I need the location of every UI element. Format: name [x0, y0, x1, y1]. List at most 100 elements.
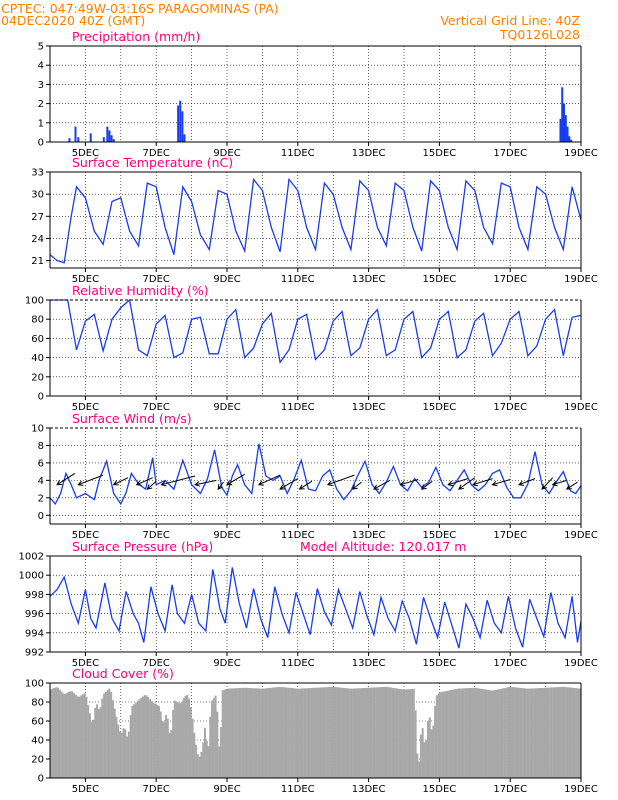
precip-bar — [179, 100, 182, 142]
cloud-bar — [400, 689, 403, 778]
x-tick-label: 11DEC — [281, 530, 315, 541]
cloud-bar — [165, 715, 168, 778]
cloud-bar — [550, 687, 553, 778]
y-tick-label: 1002 — [19, 552, 44, 563]
x-tick-label: 7DEC — [143, 530, 170, 541]
x-tick-label: 19DEC — [564, 274, 598, 285]
cloud-bar — [207, 746, 210, 778]
wind-arrow — [351, 481, 362, 490]
header-location: CPTEC: 047:49W-03:16S PARAGOMINAS (PA) — [1, 1, 279, 16]
wind-arrow — [518, 478, 536, 486]
cloud-bar — [411, 688, 414, 778]
cloud-bar — [577, 688, 580, 778]
x-tick-label: 15DEC — [423, 148, 457, 159]
cloud-bar — [64, 693, 67, 778]
y-tick-label: 24 — [31, 234, 44, 245]
cloud-bar — [255, 688, 258, 778]
cloud-bar — [361, 688, 364, 778]
cloud-bar — [92, 719, 95, 778]
panel-pressure: Surface Pressure (hPa) Model Altitude: 12… — [19, 539, 598, 669]
y-tick-label: 40 — [31, 353, 44, 364]
y-tick-label: 60 — [31, 334, 44, 345]
y-tick-label: 0 — [38, 774, 44, 785]
cloud-bar — [119, 731, 121, 778]
cloud-bar — [177, 702, 180, 778]
cloud-bar — [308, 688, 311, 778]
cloud-bar — [352, 688, 355, 778]
panel-title: Surface Wind (m/s) — [72, 411, 192, 426]
x-tick-label: 5DEC — [72, 148, 99, 159]
cloud-bar — [543, 687, 546, 778]
cloud-bar — [382, 686, 385, 778]
cloud-bar — [55, 687, 58, 778]
cloud-bar — [108, 688, 111, 778]
x-tick-label: 19DEC — [564, 148, 598, 159]
cloud-bar — [554, 687, 557, 778]
x-tick-label: 11DEC — [281, 148, 315, 159]
cloud-bar — [265, 688, 268, 778]
cloud-bar — [414, 710, 417, 778]
y-tick-label: 2 — [38, 99, 44, 110]
cloud-bar — [124, 729, 127, 778]
cloud-bar — [465, 688, 468, 778]
cloud-bar — [455, 688, 458, 778]
cloud-bar — [296, 688, 298, 778]
cloud-bar — [191, 718, 194, 778]
cloud-bar — [359, 688, 362, 778]
cloud-bar — [450, 690, 452, 778]
cloud-bar — [242, 687, 245, 778]
cloud-bar — [306, 688, 309, 778]
x-tick-label: 9DEC — [213, 530, 240, 541]
cloud-bar — [159, 711, 162, 778]
cloud-bar — [342, 687, 345, 778]
precip-bar — [77, 137, 80, 142]
precip-bar — [183, 134, 186, 142]
cloud-bar — [145, 695, 148, 778]
cloud-bar — [497, 689, 500, 778]
cloud-bar — [179, 703, 182, 778]
cloud-bar — [522, 688, 525, 778]
y-tick-label: 2 — [38, 493, 44, 504]
precip-bar — [568, 136, 571, 142]
cloud-bar — [317, 687, 320, 778]
cloud-bar — [370, 687, 373, 778]
cloud-bar — [575, 688, 578, 778]
cloud-bar — [520, 688, 523, 778]
cloud-bar — [563, 686, 566, 778]
wind-arrow — [135, 477, 153, 486]
cloud-bar — [453, 689, 456, 778]
cloud-bar — [388, 687, 391, 778]
cloud-bar — [556, 687, 559, 778]
wind-arrow — [372, 479, 391, 490]
panel-precipitation: Precipitation (mm/h) 0 1 2 3 4 5 5DEC 7DEC 9DEC 11… — [38, 29, 598, 159]
y-tick-label: 996 — [25, 609, 44, 620]
cloud-bar — [442, 691, 445, 778]
series-line-wind — [49, 443, 582, 506]
x-tick-label: 17DEC — [493, 402, 527, 413]
x-tick-label: 19DEC — [564, 402, 598, 413]
cloud-bar — [180, 702, 183, 778]
cloud-bar — [508, 686, 511, 778]
cloud-bar — [258, 688, 261, 778]
y-tick-label: 60 — [31, 717, 44, 728]
cloud-bar — [212, 698, 215, 778]
cloud-bar — [366, 687, 369, 778]
x-tick-label: 11DEC — [281, 402, 315, 413]
cloud-bar — [395, 688, 398, 778]
panel-wind: Surface Wind (m/s) 0 2 4 6 8 10 5DEC 7DEC 9DEC 11D… — [31, 411, 598, 541]
wind-arrow — [77, 474, 104, 486]
cloud-bar — [136, 700, 139, 778]
y-tick-label: 4 — [38, 476, 44, 487]
x-tick-label: 5DEC — [72, 530, 99, 541]
y-tick-label: 8 — [38, 441, 44, 452]
precip-bar — [561, 87, 564, 142]
cloud-bar — [350, 688, 353, 778]
cloud-bar — [365, 687, 368, 778]
cloud-bar — [152, 702, 155, 778]
x-tick-label: 15DEC — [423, 274, 457, 285]
cloud-bar — [205, 740, 208, 778]
cloud-bar — [74, 694, 77, 778]
cloud-bar — [441, 691, 444, 778]
cloud-bar — [200, 751, 203, 778]
cloud-bar — [384, 686, 387, 778]
